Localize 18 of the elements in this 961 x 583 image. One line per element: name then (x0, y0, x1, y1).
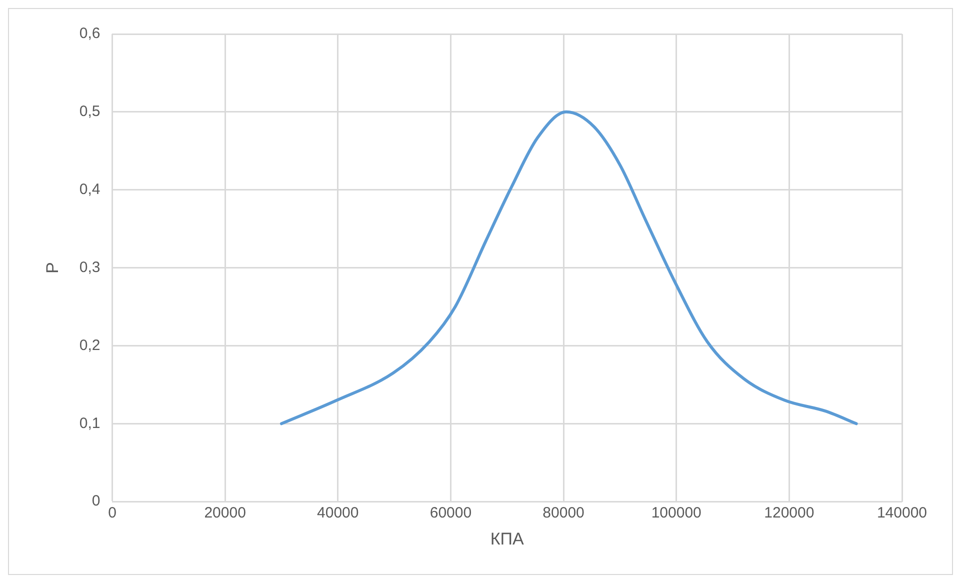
x-tick-label: 120000 (764, 504, 814, 522)
y-axis-title: P (42, 262, 62, 274)
x-tick-label: 60000 (430, 504, 472, 522)
y-tick-label: 0,5 (79, 103, 100, 120)
x-tick-label: 100000 (651, 504, 702, 522)
x-axis-title: КПА (490, 529, 525, 548)
x-tick-label: 80000 (542, 504, 584, 522)
x-tick-label: 140000 (876, 504, 928, 522)
y-tick-label: 0 (92, 492, 100, 510)
x-tick-label: 40000 (317, 504, 359, 522)
x-tick-label: 20000 (204, 504, 246, 522)
y-tick-label: 0,6 (79, 25, 100, 42)
y-tick-label: 0,4 (79, 181, 100, 198)
y-tick-label: 0,3 (79, 258, 100, 276)
y-tick-label: 0,1 (79, 414, 100, 432)
line-series (280, 110, 858, 426)
y-tick-label: 0,2 (79, 336, 100, 354)
x-tick-label: 0 (108, 504, 116, 522)
